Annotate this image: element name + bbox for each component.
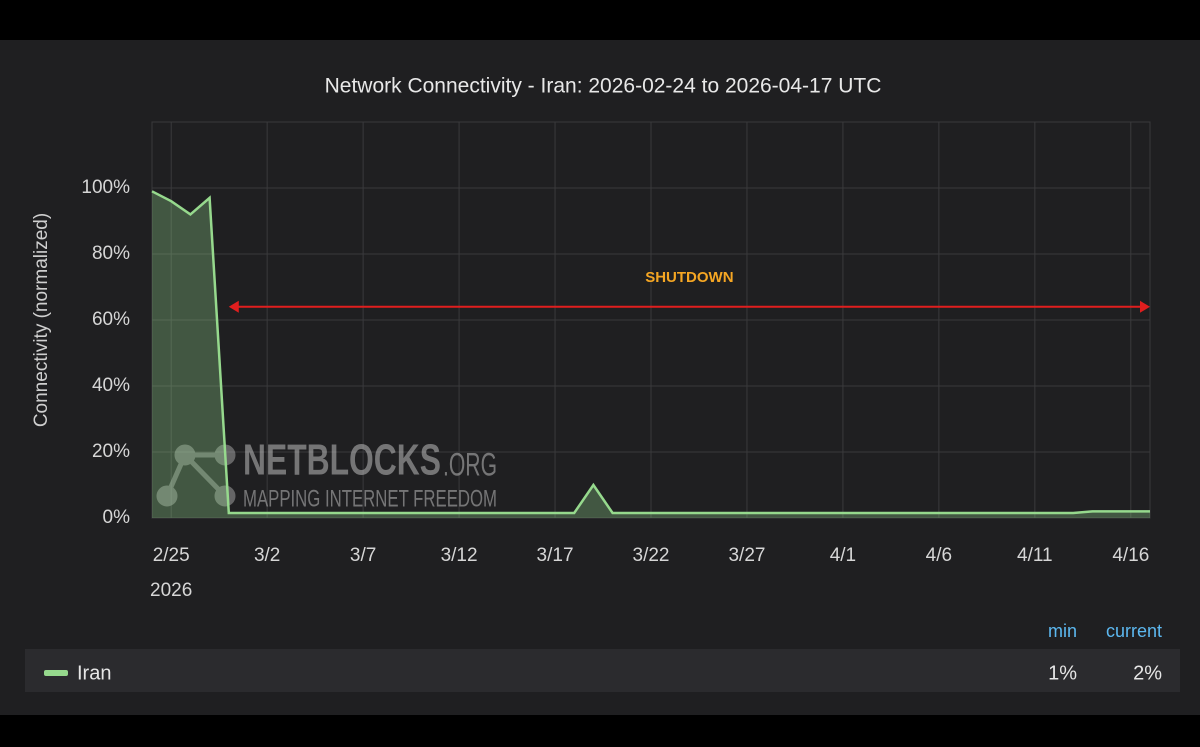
chart-title: Network Connectivity - Iran: 2026-02-24 … <box>325 75 882 98</box>
x-tick-label: 3/22 <box>633 545 670 566</box>
x-tick-label: 4/16 <box>1112 545 1149 566</box>
legend-stat-header: min <box>1048 621 1077 641</box>
x-tick-label: 4/6 <box>926 545 952 566</box>
y-axis-label: Connectivity (normalized) <box>31 213 52 427</box>
x-tick-label: 3/17 <box>537 545 574 566</box>
legend-swatch <box>44 670 68 676</box>
arrow-head <box>1140 300 1150 313</box>
y-tick-label: 100% <box>81 177 130 198</box>
y-tick-label: 40% <box>92 375 130 396</box>
watermark: NETBLOCKS .ORG MAPPING INTERNET FREEDOM <box>156 436 497 512</box>
legend-row <box>25 649 1180 692</box>
y-tick-label: 0% <box>103 507 131 528</box>
x-year-label: 2026 <box>150 580 192 601</box>
y-tick-label: 60% <box>92 309 130 330</box>
grid: 0% 20% 40% 60% 80% 100% 2/25 3/2 3/7 3/12 3/17 3/22… <box>81 121 1151 601</box>
x-tick-label: 4/1 <box>830 545 856 566</box>
watermark-tagline: MAPPING INTERNET FREEDOM <box>243 485 497 512</box>
legend-stat-header: current <box>1106 621 1162 641</box>
legend-label: Iran <box>77 662 111 684</box>
legend: Iran min 1% current 2% <box>25 621 1180 692</box>
plot: SHUTDOWN <box>151 190 1150 519</box>
x-tick-label: 4/11 <box>1017 545 1053 566</box>
x-tick-label: 2/25 <box>153 545 190 566</box>
x-tick-label: 3/7 <box>350 545 376 566</box>
x-tick-label: 3/27 <box>728 545 765 566</box>
panel <box>0 40 1200 715</box>
x-tick-label: 3/2 <box>254 545 280 566</box>
x-tick-label: 3/12 <box>441 545 478 566</box>
legend-stat-value: 2% <box>1133 662 1162 684</box>
watermark-suffix: .ORG <box>443 446 497 482</box>
legend-stat-value: 1% <box>1048 662 1077 684</box>
arrow-head <box>228 300 239 313</box>
watermark-name: NETBLOCKS <box>243 436 441 485</box>
annotation-label: SHUTDOWN <box>645 269 733 286</box>
series-line <box>151 190 1150 515</box>
y-tick-label: 20% <box>92 441 130 462</box>
watermark-logo <box>156 444 236 507</box>
y-tick-label: 80% <box>92 243 130 264</box>
